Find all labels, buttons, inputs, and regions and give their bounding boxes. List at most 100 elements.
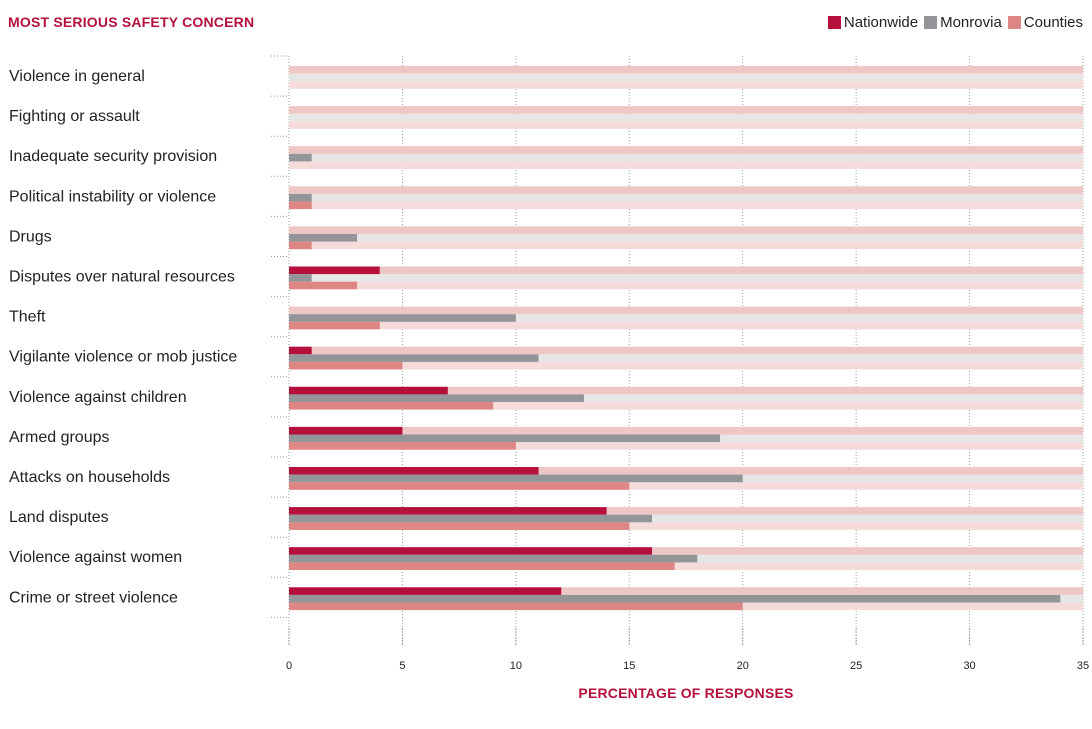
bar-counties-violence-against-women (289, 562, 675, 570)
bar-monrovia-violence-against-children (289, 394, 584, 402)
track-crime-or-street-violence-0 (289, 587, 1083, 595)
track-drugs-0 (289, 226, 1083, 234)
category-label-theft: Theft (9, 309, 46, 326)
chart-title: MOST SERIOUS SAFETY CONCERN (8, 14, 255, 30)
category-label-fighting-or-assault: Fighting or assault (9, 108, 140, 125)
category-label-violence-in-general: Violence in general (9, 68, 145, 85)
legend-swatch-nationwide (827, 16, 841, 29)
bar-monrovia-violence-against-women (289, 554, 698, 563)
bar-monrovia-vigilante-violence-or-mob-justice (289, 354, 539, 362)
track-theft-0 (289, 306, 1083, 315)
bar-nationwide-land-disputes (289, 507, 607, 515)
bar-counties-vigilante-violence-or-mob-justice (289, 361, 403, 370)
category-label-political-instability-or-violence: Political instability or violence (9, 188, 216, 205)
track-drugs-2 (289, 241, 1083, 250)
legend-item-counties: Counties (1007, 14, 1083, 31)
x-tick-label-10: 10 (510, 660, 522, 672)
category-label-inadequate-security-provision: Inadequate security provision (9, 148, 217, 165)
bar-nationwide-violence-against-children (289, 386, 448, 395)
x-tick-label-35: 35 (1077, 660, 1089, 672)
bar-monrovia-political-instability-or-violence (289, 193, 312, 202)
category-label-crime-or-street-violence: Crime or street violence (9, 589, 178, 606)
bar-monrovia-disputes-over-natural-resources (289, 274, 312, 282)
category-label-violence-against-women: Violence against women (9, 549, 182, 566)
bar-counties-theft (289, 321, 380, 330)
bar-counties-attacks-on-households (289, 482, 630, 490)
bar-monrovia-theft (289, 314, 516, 322)
x-tick-label-0: 0 (286, 660, 292, 672)
bar-nationwide-crime-or-street-violence (289, 587, 562, 595)
track-armed-groups-0 (289, 426, 1083, 435)
legend-swatch-monrovia (924, 16, 938, 29)
bar-counties-crime-or-street-violence (289, 602, 743, 611)
category-label-drugs: Drugs (9, 228, 52, 245)
bar-monrovia-armed-groups (289, 434, 721, 443)
category-label-attacks-on-households: Attacks on households (9, 469, 170, 486)
bar-monrovia-drugs (289, 234, 358, 242)
legend-label-monrovia: Monrovia (940, 14, 1002, 31)
bar-nationwide-disputes-over-natural-resources (289, 266, 380, 275)
track-disputes-over-natural-resources-1 (289, 274, 1083, 282)
track-violence-against-children-0 (289, 386, 1083, 395)
track-attacks-on-households-2 (289, 482, 1083, 490)
legend-label-nationwide: Nationwide (843, 14, 919, 31)
track-attacks-on-households-0 (289, 467, 1083, 475)
bar-nationwide-violence-against-women (289, 547, 652, 555)
bar-counties-armed-groups (289, 442, 516, 450)
bar-monrovia-inadequate-security-provision (289, 153, 312, 162)
track-inadequate-security-provision-2 (289, 161, 1083, 169)
x-tick-label-5: 5 (399, 660, 405, 672)
legend-item-nationwide: Nationwide (827, 14, 919, 31)
track-land-disputes-1 (289, 514, 1083, 523)
track-theft-2 (289, 321, 1083, 330)
legend-label-counties: Counties (1023, 14, 1083, 31)
category-label-land-disputes: Land disputes (9, 509, 109, 526)
track-disputes-over-natural-resources-2 (289, 281, 1083, 290)
x-tick-label-25: 25 (850, 660, 862, 672)
track-inadequate-security-provision-1 (289, 153, 1083, 162)
track-political-instability-or-violence-0 (289, 186, 1083, 194)
category-label-disputes-over-natural-resources: Disputes over natural resources (9, 269, 235, 286)
track-violence-against-women-2 (289, 562, 1083, 570)
x-tick-label-30: 30 (963, 660, 975, 672)
track-vigilante-violence-or-mob-justice-2 (289, 361, 1083, 370)
track-political-instability-or-violence-2 (289, 201, 1083, 210)
bar-nationwide-vigilante-violence-or-mob-justice (289, 346, 312, 355)
bar-counties-disputes-over-natural-resources (289, 281, 358, 290)
legend: Nationwide Monrovia Counties (827, 14, 1083, 31)
bar-counties-political-instability-or-violence (289, 201, 312, 210)
track-vigilante-violence-or-mob-justice-1 (289, 354, 1083, 362)
track-violence-in-general-2 (289, 81, 1083, 89)
track-land-disputes-2 (289, 522, 1083, 530)
track-violence-against-children-1 (289, 394, 1083, 402)
bar-counties-violence-against-children (289, 402, 494, 410)
category-label-vigilante-violence-or-mob-justice: Vigilante violence or mob justice (9, 349, 237, 366)
track-drugs-1 (289, 234, 1083, 242)
track-violence-against-children-2 (289, 402, 1083, 410)
track-violence-against-women-0 (289, 547, 1083, 555)
track-violence-in-general-1 (289, 73, 1083, 82)
track-political-instability-or-violence-1 (289, 193, 1083, 202)
track-inadequate-security-provision-0 (289, 146, 1083, 154)
track-fighting-or-assault-2 (289, 121, 1083, 129)
bar-monrovia-crime-or-street-violence (289, 594, 1061, 603)
bar-nationwide-armed-groups (289, 426, 403, 435)
track-fighting-or-assault-1 (289, 113, 1083, 122)
bar-nationwide-attacks-on-households (289, 467, 539, 475)
x-tick-label-15: 15 (623, 660, 635, 672)
bar-counties-land-disputes (289, 522, 630, 530)
category-label-armed-groups: Armed groups (9, 429, 110, 446)
x-tick-label-20: 20 (737, 660, 749, 672)
track-theft-1 (289, 314, 1083, 322)
track-violence-in-general-0 (289, 66, 1083, 74)
legend-item-monrovia: Monrovia (924, 14, 1002, 31)
track-armed-groups-2 (289, 442, 1083, 450)
category-label-violence-against-children: Violence against children (9, 389, 187, 406)
track-vigilante-violence-or-mob-justice-0 (289, 346, 1083, 355)
track-land-disputes-0 (289, 507, 1083, 515)
bar-monrovia-attacks-on-households (289, 474, 743, 483)
bar-monrovia-land-disputes (289, 514, 652, 523)
bar-counties-drugs (289, 241, 312, 250)
legend-swatch-counties (1007, 16, 1021, 29)
